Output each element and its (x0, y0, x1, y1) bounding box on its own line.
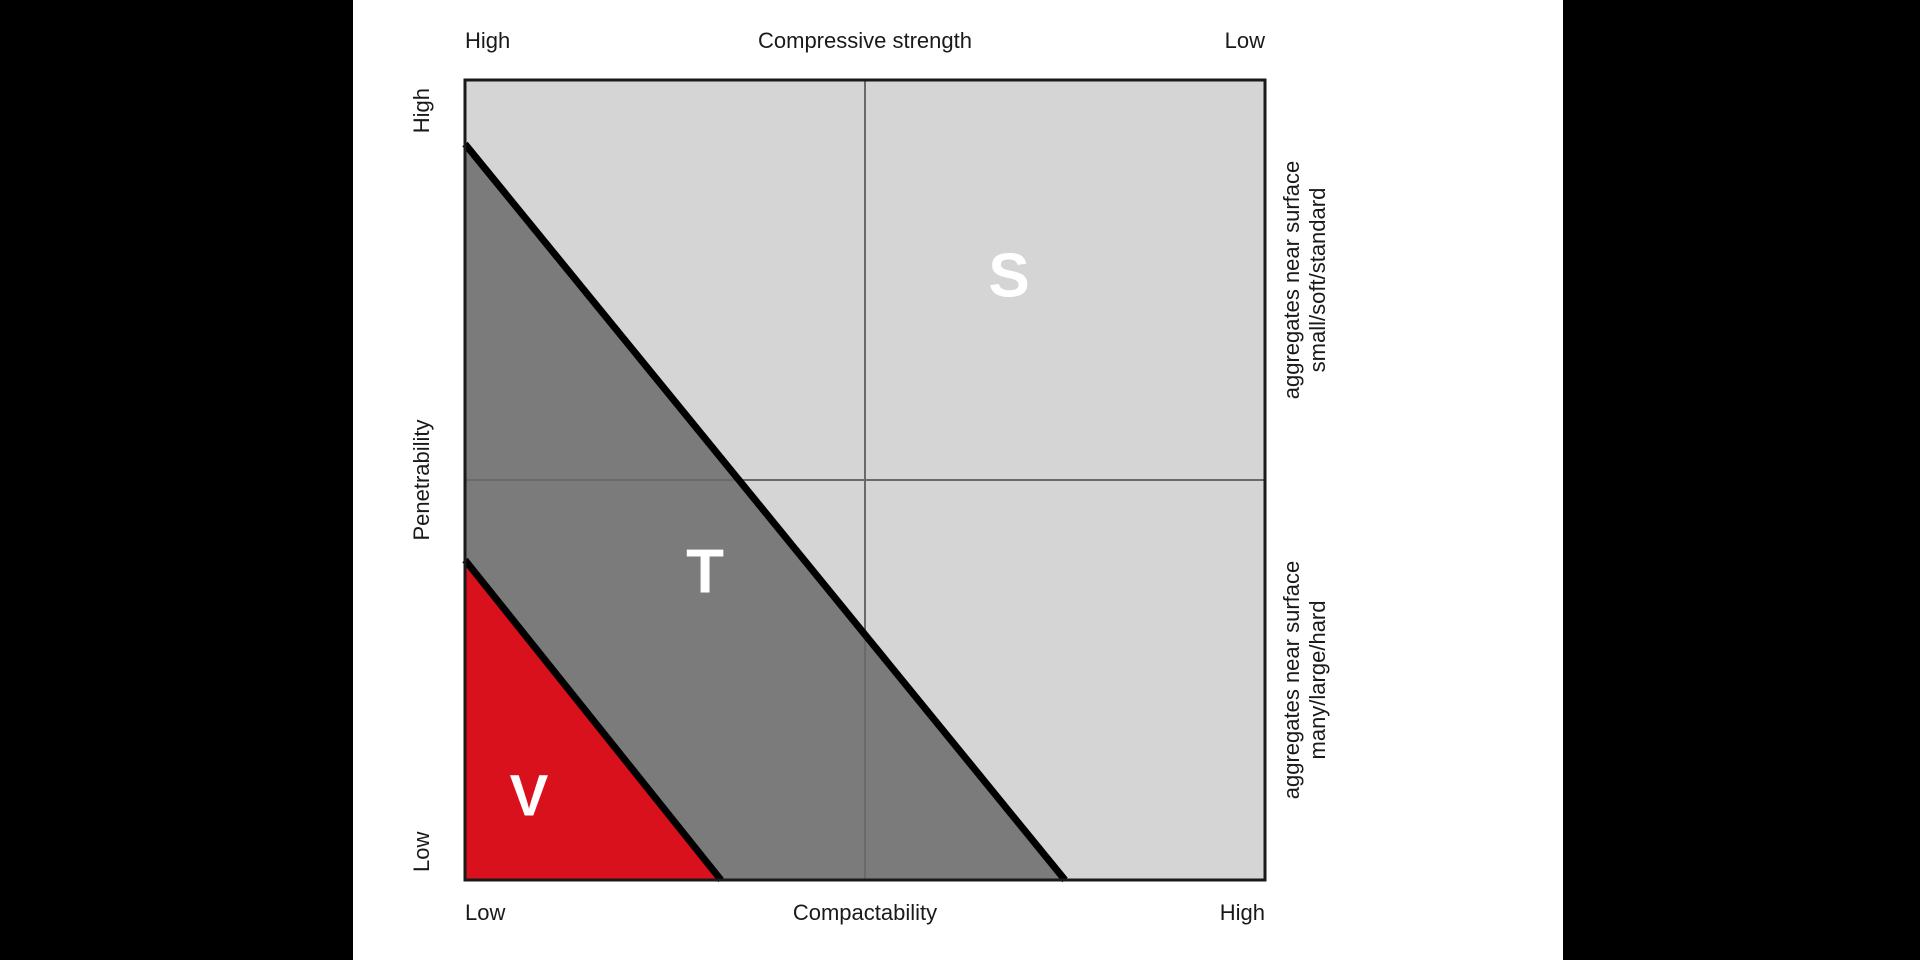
axis-top-left: High (465, 28, 510, 53)
axis-bottom-right: High (1220, 900, 1265, 925)
axis-right-lower-1: many/large/hard (1305, 601, 1330, 760)
axis-right-upper-1: small/soft/standard (1305, 188, 1330, 373)
region-label-v: V (510, 763, 549, 828)
axis-top-right: Low (1225, 28, 1265, 53)
axis-bottom-title: Compactability (793, 900, 937, 925)
plot-area: S T V (465, 80, 1265, 880)
axis-bottom-left: Low (465, 900, 505, 925)
diagram-svg: S T V Compressive strength High Low Compactab… (0, 0, 1920, 960)
region-label-s: S (988, 241, 1029, 310)
axis-left-top: High (409, 88, 434, 133)
axis-top-title: Compressive strength (758, 28, 972, 53)
axis-left-bottom: Low (409, 832, 434, 872)
axis-left-title: Penetrability (409, 419, 434, 540)
axis-right-upper-2: aggregates near surface (1279, 161, 1304, 400)
axis-right-lower-2: aggregates near surface (1279, 561, 1304, 800)
region-label-t: T (686, 537, 724, 606)
